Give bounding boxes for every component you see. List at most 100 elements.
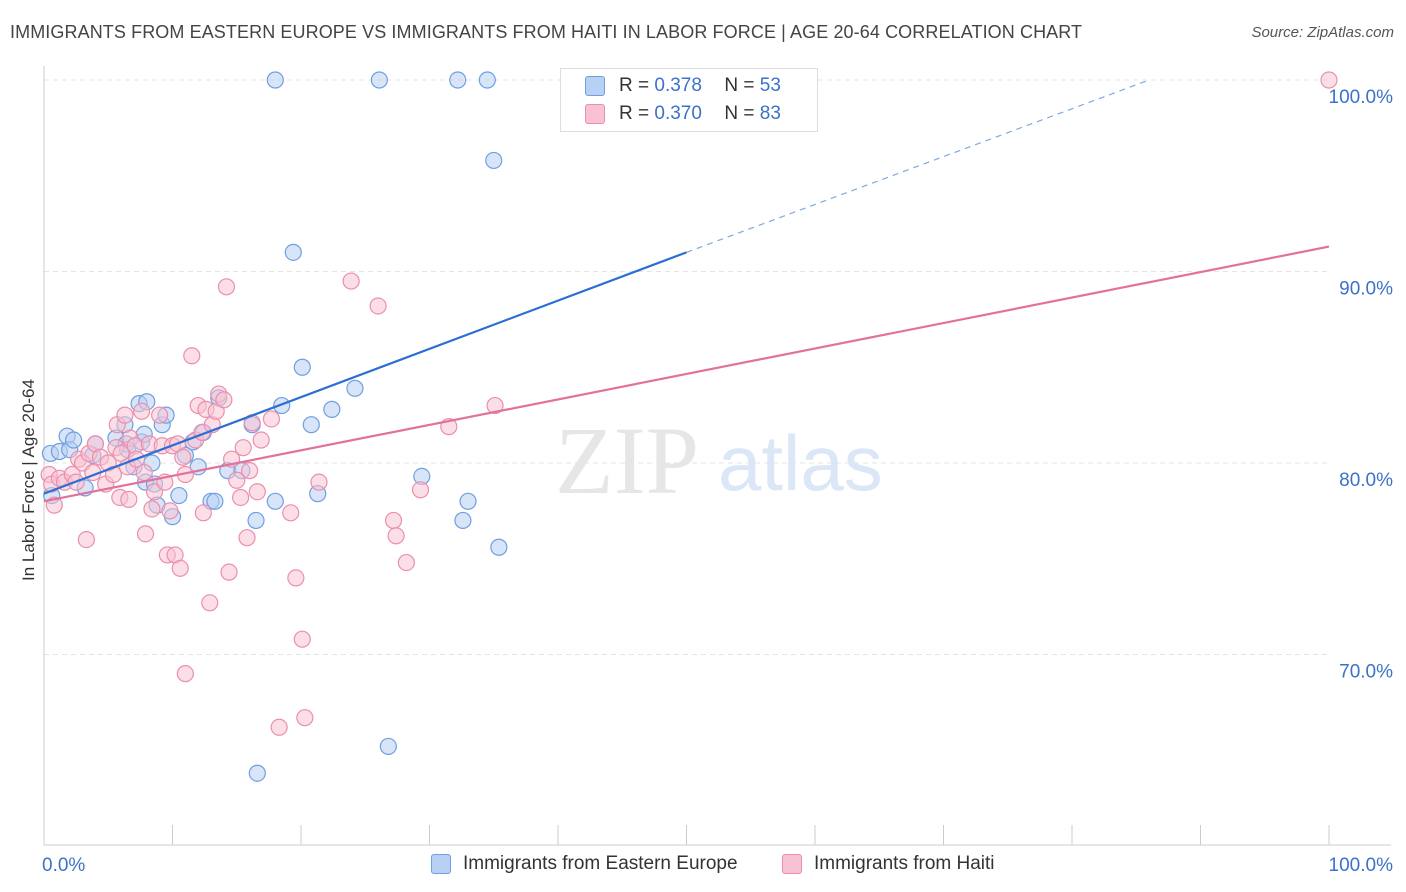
data-point [77, 530, 96, 549]
tick-labels: 70.0% 80.0% 90.0% 100.0% 0.0% 100.0% [42, 87, 1393, 876]
data-point [136, 525, 155, 543]
data-point [454, 511, 472, 530]
data-point [369, 297, 387, 315]
data-point [346, 379, 364, 397]
data-point [296, 709, 314, 727]
chart-title: IMMIGRANTS FROM EASTERN EUROPE VS IMMIGR… [10, 22, 1083, 42]
legend-r-label: R = [619, 103, 650, 124]
trend-lines [43, 79, 1330, 503]
y-axis-label: In Labor Force | Age 20-64 [19, 379, 38, 581]
data-point [302, 416, 320, 434]
legend-r-value: 0.378 [654, 75, 702, 96]
trend-line-eastern-europe [43, 251, 687, 495]
data-point [116, 406, 134, 424]
legend-row-eastern-europe: R = 0.378 N = 53 [585, 73, 781, 99]
data-point [387, 527, 405, 545]
legend-n-label: N = [724, 75, 755, 96]
data-point [201, 594, 219, 612]
data-point [252, 431, 270, 449]
x-tick-label: 100.0% [1329, 855, 1394, 876]
data-point [459, 492, 477, 510]
data-point [238, 529, 256, 547]
data-point [248, 764, 266, 782]
series-haiti-points [40, 71, 1338, 736]
data-point [293, 358, 311, 376]
data-point [151, 406, 169, 424]
data-point [282, 504, 300, 522]
data-point [486, 396, 504, 415]
data-point [135, 463, 153, 482]
bottom-legend-haiti: Immigrants from Haiti [782, 851, 995, 877]
bottom-legend-label: Immigrants from Eastern Europe [463, 853, 738, 874]
data-point [234, 439, 252, 457]
data-point [266, 71, 284, 89]
grid-lines [44, 79, 1329, 655]
source-label: Source: ZipAtlas.com [1251, 24, 1394, 41]
data-point [270, 718, 288, 736]
data-point [323, 400, 341, 418]
data-point [232, 488, 250, 507]
legend-n-label: N = [724, 103, 755, 124]
data-point [485, 151, 503, 170]
data-point [220, 563, 238, 581]
trend-line-haiti [43, 245, 1330, 503]
legend-n-value: 53 [759, 75, 781, 96]
trend-line-eastern-europe-extension [686, 79, 1150, 253]
data-point [183, 347, 201, 365]
data-point [384, 511, 403, 530]
data-point [161, 502, 179, 520]
y-tick-label: 70.0% [1339, 662, 1393, 683]
bottom-legend-eastern-europe: Immigrants from Eastern Europe [431, 851, 738, 877]
data-point [120, 490, 138, 508]
data-point [247, 511, 265, 530]
y-tick-label: 90.0% [1339, 279, 1393, 300]
data-point [284, 243, 302, 261]
data-point [171, 559, 189, 577]
data-point [170, 486, 188, 505]
data-point [293, 630, 311, 648]
data-point [217, 278, 236, 296]
data-point [1320, 71, 1338, 89]
data-point [478, 71, 496, 89]
y-tick-label: 100.0% [1329, 87, 1394, 108]
legend-r-value: 0.370 [654, 103, 702, 124]
data-point [273, 396, 291, 415]
data-point [206, 492, 224, 510]
data-point [342, 272, 360, 290]
data-point [287, 569, 305, 587]
data-point [228, 471, 246, 489]
data-point [262, 410, 281, 428]
data-point [266, 492, 284, 510]
data-point [241, 462, 259, 480]
y-axis-label-wrap: In Labor Force | Age 20-64 [14, 330, 44, 630]
data-point [411, 481, 430, 499]
data-point [248, 483, 266, 501]
watermark-zip: ZIP [555, 407, 699, 514]
legend-row-haiti: R = 0.370 N = 83 [585, 101, 781, 127]
watermark-atlas: atlas [718, 419, 883, 507]
bottom-legend-label: Immigrants from Haiti [814, 853, 995, 874]
data-point [370, 71, 388, 89]
bottom-legend-swatch-blue [431, 854, 451, 874]
data-point [194, 504, 212, 522]
data-point [449, 71, 467, 89]
data-point [143, 500, 161, 518]
data-point [174, 448, 192, 466]
legend-swatch-blue [585, 76, 605, 96]
legend-r-label: R = [619, 75, 650, 96]
legend-n-value: 83 [759, 103, 781, 124]
data-point [397, 553, 415, 572]
stats-legend: R = 0.378 N = 53 R = 0.370 N = 83 [560, 68, 818, 132]
data-point [215, 391, 233, 409]
data-point [490, 538, 508, 556]
y-tick-label: 80.0% [1339, 470, 1393, 491]
data-point [133, 402, 151, 420]
x-tick-label: 0.0% [42, 855, 85, 876]
data-point [310, 473, 328, 491]
legend-swatch-pink [585, 104, 605, 124]
data-point [176, 665, 194, 683]
data-point [64, 431, 83, 449]
bottom-legend-swatch-pink [782, 854, 802, 874]
data-point [379, 737, 397, 756]
